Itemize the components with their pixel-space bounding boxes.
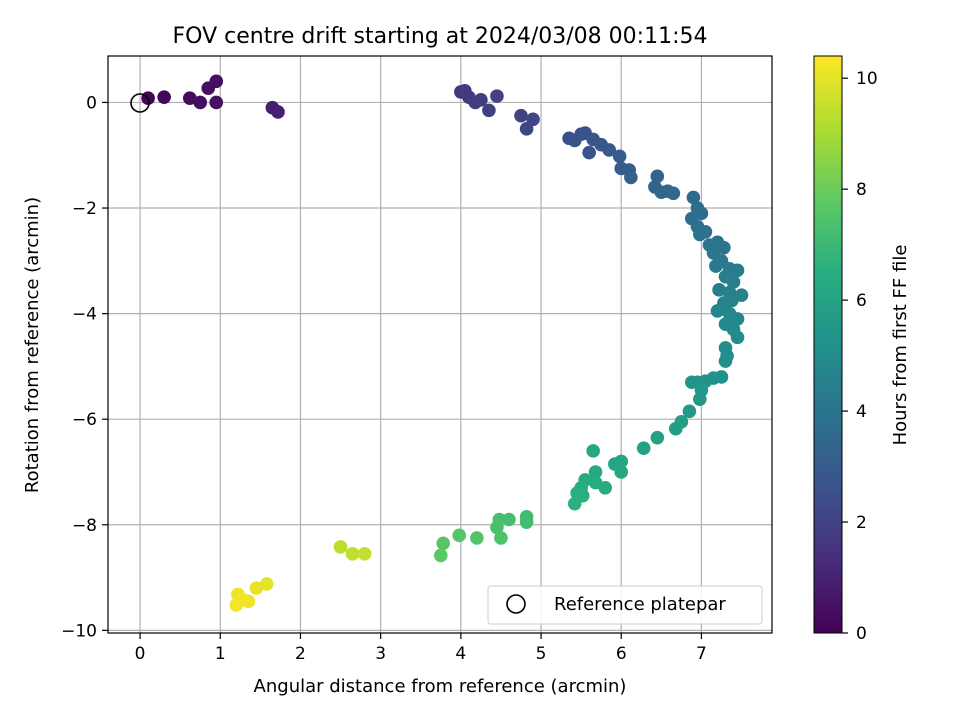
- data-point: [717, 240, 731, 255]
- data-point: [490, 520, 504, 535]
- x-tick-label: 1: [215, 644, 226, 664]
- legend: Reference platepar: [487, 585, 763, 625]
- x-axis-ticks: 0 1 2 3 4 5 6 7: [135, 633, 707, 664]
- data-point: [474, 93, 488, 107]
- data-point: [249, 581, 264, 595]
- y-tick-label: 0: [86, 93, 97, 113]
- data-point: [452, 528, 467, 543]
- data-point: [490, 89, 504, 103]
- data-point: [693, 392, 707, 406]
- data-point: [730, 312, 745, 326]
- data-point: [650, 169, 665, 184]
- data-point: [666, 186, 681, 201]
- plot-frame: [107, 55, 773, 634]
- colorbar-tick-label: 10: [856, 69, 878, 89]
- y-tick-label: −4: [72, 305, 97, 325]
- data-point: [345, 547, 360, 561]
- x-tick-label: 3: [375, 644, 386, 664]
- y-tick-label: −10: [61, 621, 97, 641]
- x-tick-label: 0: [135, 644, 146, 664]
- colorbar-tick-label: 6: [856, 291, 867, 311]
- x-tick-label: 5: [536, 644, 547, 664]
- y-tick-label: −8: [72, 516, 97, 536]
- colorbar-label: Hours from first FF file: [890, 245, 911, 446]
- y-axis-label: Rotation from reference (arcmin): [22, 197, 43, 493]
- x-tick-label: 7: [696, 644, 707, 664]
- colorbar-tick-label: 8: [856, 180, 867, 200]
- legend-reference-marker: [506, 594, 526, 614]
- colorbar-gradient: [814, 56, 842, 633]
- colorbar-tick-label: 2: [856, 513, 867, 533]
- data-points: [141, 74, 749, 612]
- data-point: [193, 95, 208, 110]
- colorbar-ticks: 0 2 4 6 8 10: [842, 69, 878, 644]
- data-point: [710, 304, 725, 318]
- data-point: [586, 444, 600, 458]
- data-point: [650, 430, 665, 445]
- data-point: [229, 598, 244, 612]
- data-point: [614, 465, 629, 479]
- data-point: [726, 275, 741, 289]
- data-point: [526, 112, 540, 127]
- data-point: [157, 90, 171, 104]
- data-point: [693, 227, 707, 242]
- x-tick-label: 6: [616, 644, 627, 664]
- data-point: [686, 190, 701, 205]
- data-point: [182, 91, 197, 106]
- chart-title: FOV centre drift starting at 2024/03/08 …: [173, 24, 708, 49]
- y-tick-label: −2: [72, 199, 97, 219]
- data-point: [582, 145, 596, 160]
- data-point: [209, 95, 224, 110]
- data-point: [502, 512, 516, 527]
- legend-entry-reference: Reference platepar: [554, 594, 726, 615]
- data-point: [685, 375, 699, 390]
- data-point: [598, 481, 612, 495]
- data-point: [259, 577, 274, 591]
- data-point: [588, 465, 603, 479]
- data-point: [718, 354, 733, 368]
- data-point: [519, 515, 534, 529]
- data-point: [470, 531, 484, 545]
- grid: [108, 56, 772, 633]
- x-tick-label: 2: [295, 644, 306, 664]
- data-point: [436, 536, 451, 551]
- data-point: [636, 441, 651, 456]
- legend-box: [487, 585, 763, 625]
- y-axis-ticks: 0 −2 −4 −6 −8 −10: [61, 93, 108, 641]
- colorbar-tick-label: 4: [856, 402, 867, 422]
- data-point: [494, 531, 508, 545]
- data-point: [668, 421, 683, 436]
- data-point: [209, 74, 224, 89]
- data-point: [624, 170, 638, 185]
- x-axis-label: Angular distance from reference (arcmin): [254, 676, 627, 697]
- colorbar-tick-label: 0: [856, 624, 867, 644]
- data-point: [709, 259, 723, 273]
- data-point: [333, 540, 348, 554]
- colorbar: 0 2 4 6 8 10 Hours from first FF file: [813, 55, 911, 644]
- data-point: [730, 263, 745, 278]
- y-tick-label: −6: [72, 410, 97, 430]
- data-point: [357, 547, 372, 561]
- reference-point-marker: [130, 93, 150, 113]
- data-point: [514, 108, 528, 123]
- data-point: [519, 122, 534, 136]
- data-point: [712, 283, 726, 297]
- colorbar-frame: [813, 55, 843, 634]
- x-tick-label: 4: [455, 644, 466, 664]
- data-point: [271, 105, 285, 119]
- data-point: [612, 149, 627, 164]
- data-point: [730, 330, 745, 345]
- data-point: [682, 404, 697, 419]
- data-point: [482, 103, 496, 118]
- data-point: [602, 143, 617, 157]
- data-point: [434, 548, 448, 563]
- data-point: [567, 496, 582, 511]
